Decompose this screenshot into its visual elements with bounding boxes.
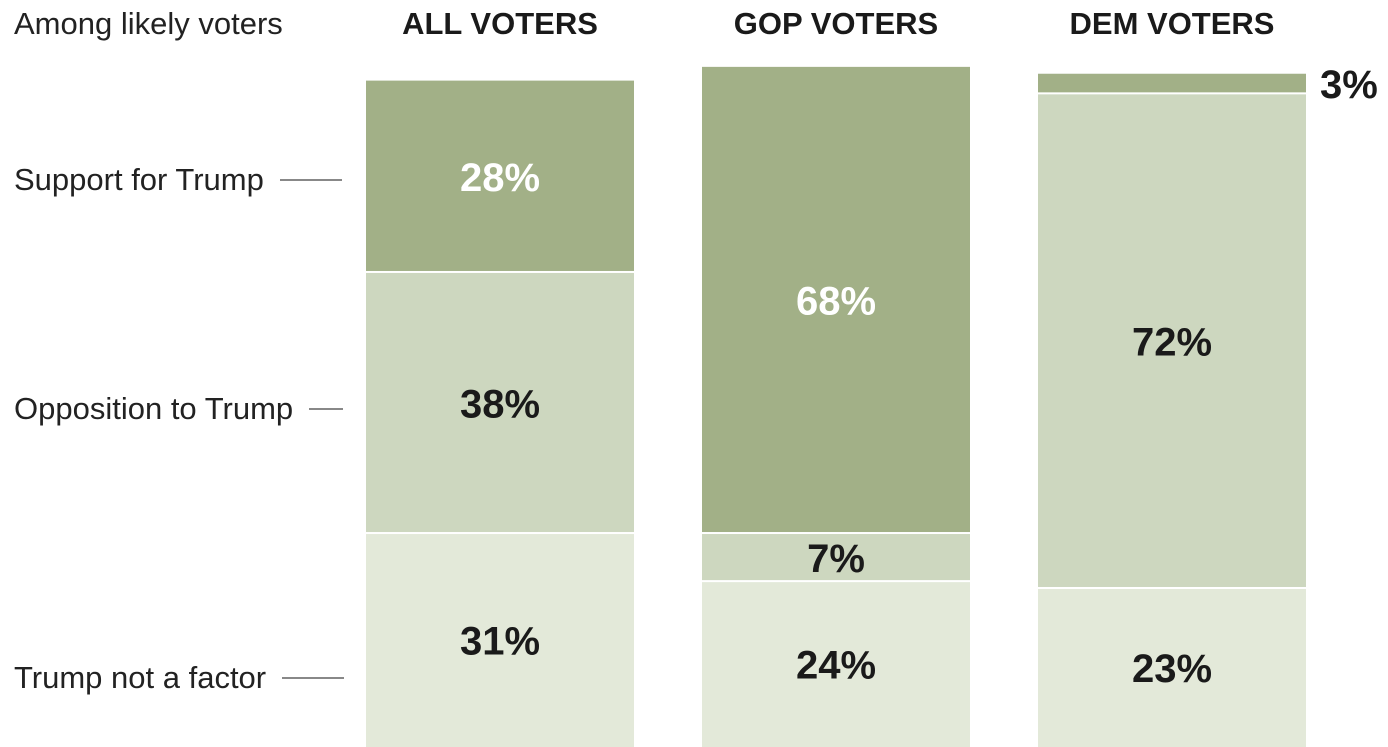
bar-segment-all-voters-opposition bbox=[366, 272, 634, 533]
row-label-not-factor-text: Trump not a factor bbox=[14, 660, 267, 695]
data-label-dem-voters-support: 3% bbox=[1320, 63, 1378, 107]
data-label-gop-voters-not-factor: 24% bbox=[796, 644, 876, 688]
bar-segment-gop-voters-not-factor bbox=[702, 582, 970, 747]
row-label-opposition: Opposition to Trump bbox=[14, 391, 344, 427]
bar-segment-all-voters-support bbox=[366, 80, 634, 271]
column-title-gop-voters: GOP VOTERS bbox=[733, 6, 939, 41]
data-label-dem-voters-not-factor: 23% bbox=[1132, 647, 1212, 691]
column-title-dem-voters: DEM VOTERS bbox=[1069, 6, 1275, 41]
data-label-dem-voters-opposition: 72% bbox=[1132, 321, 1212, 365]
bar-segment-dem-voters-support bbox=[1038, 73, 1306, 93]
bar-segment-dem-voters-not-factor bbox=[1038, 588, 1306, 747]
data-label-gop-voters-support: 68% bbox=[796, 279, 876, 323]
row-label-opposition-leader bbox=[309, 408, 344, 410]
data-label-all-voters-not-factor: 31% bbox=[460, 620, 540, 664]
bar-segment-gop-voters-opposition bbox=[702, 534, 970, 581]
row-label-not-factor: Trump not a factor bbox=[14, 660, 345, 696]
bar-segment-gop-voters-support bbox=[702, 66, 970, 533]
bar-segment-dem-voters-opposition bbox=[1038, 94, 1306, 587]
column-title-all-voters: ALL VOTERS bbox=[402, 6, 598, 41]
bar-segment-all-voters-not-factor bbox=[366, 534, 634, 747]
row-label-support-text: Support for Trump bbox=[14, 162, 264, 197]
row-label-not-factor-leader bbox=[282, 677, 345, 679]
data-label-all-voters-support: 28% bbox=[460, 156, 540, 200]
chart-subtitle: Among likely voters bbox=[14, 6, 283, 41]
row-label-support-leader bbox=[279, 179, 342, 181]
row-label-support: Support for Trump bbox=[14, 162, 342, 198]
data-label-all-voters-opposition: 38% bbox=[460, 383, 540, 427]
row-label-opposition-text: Opposition to Trump bbox=[14, 391, 294, 426]
data-label-gop-voters-opposition: 7% bbox=[807, 537, 865, 581]
